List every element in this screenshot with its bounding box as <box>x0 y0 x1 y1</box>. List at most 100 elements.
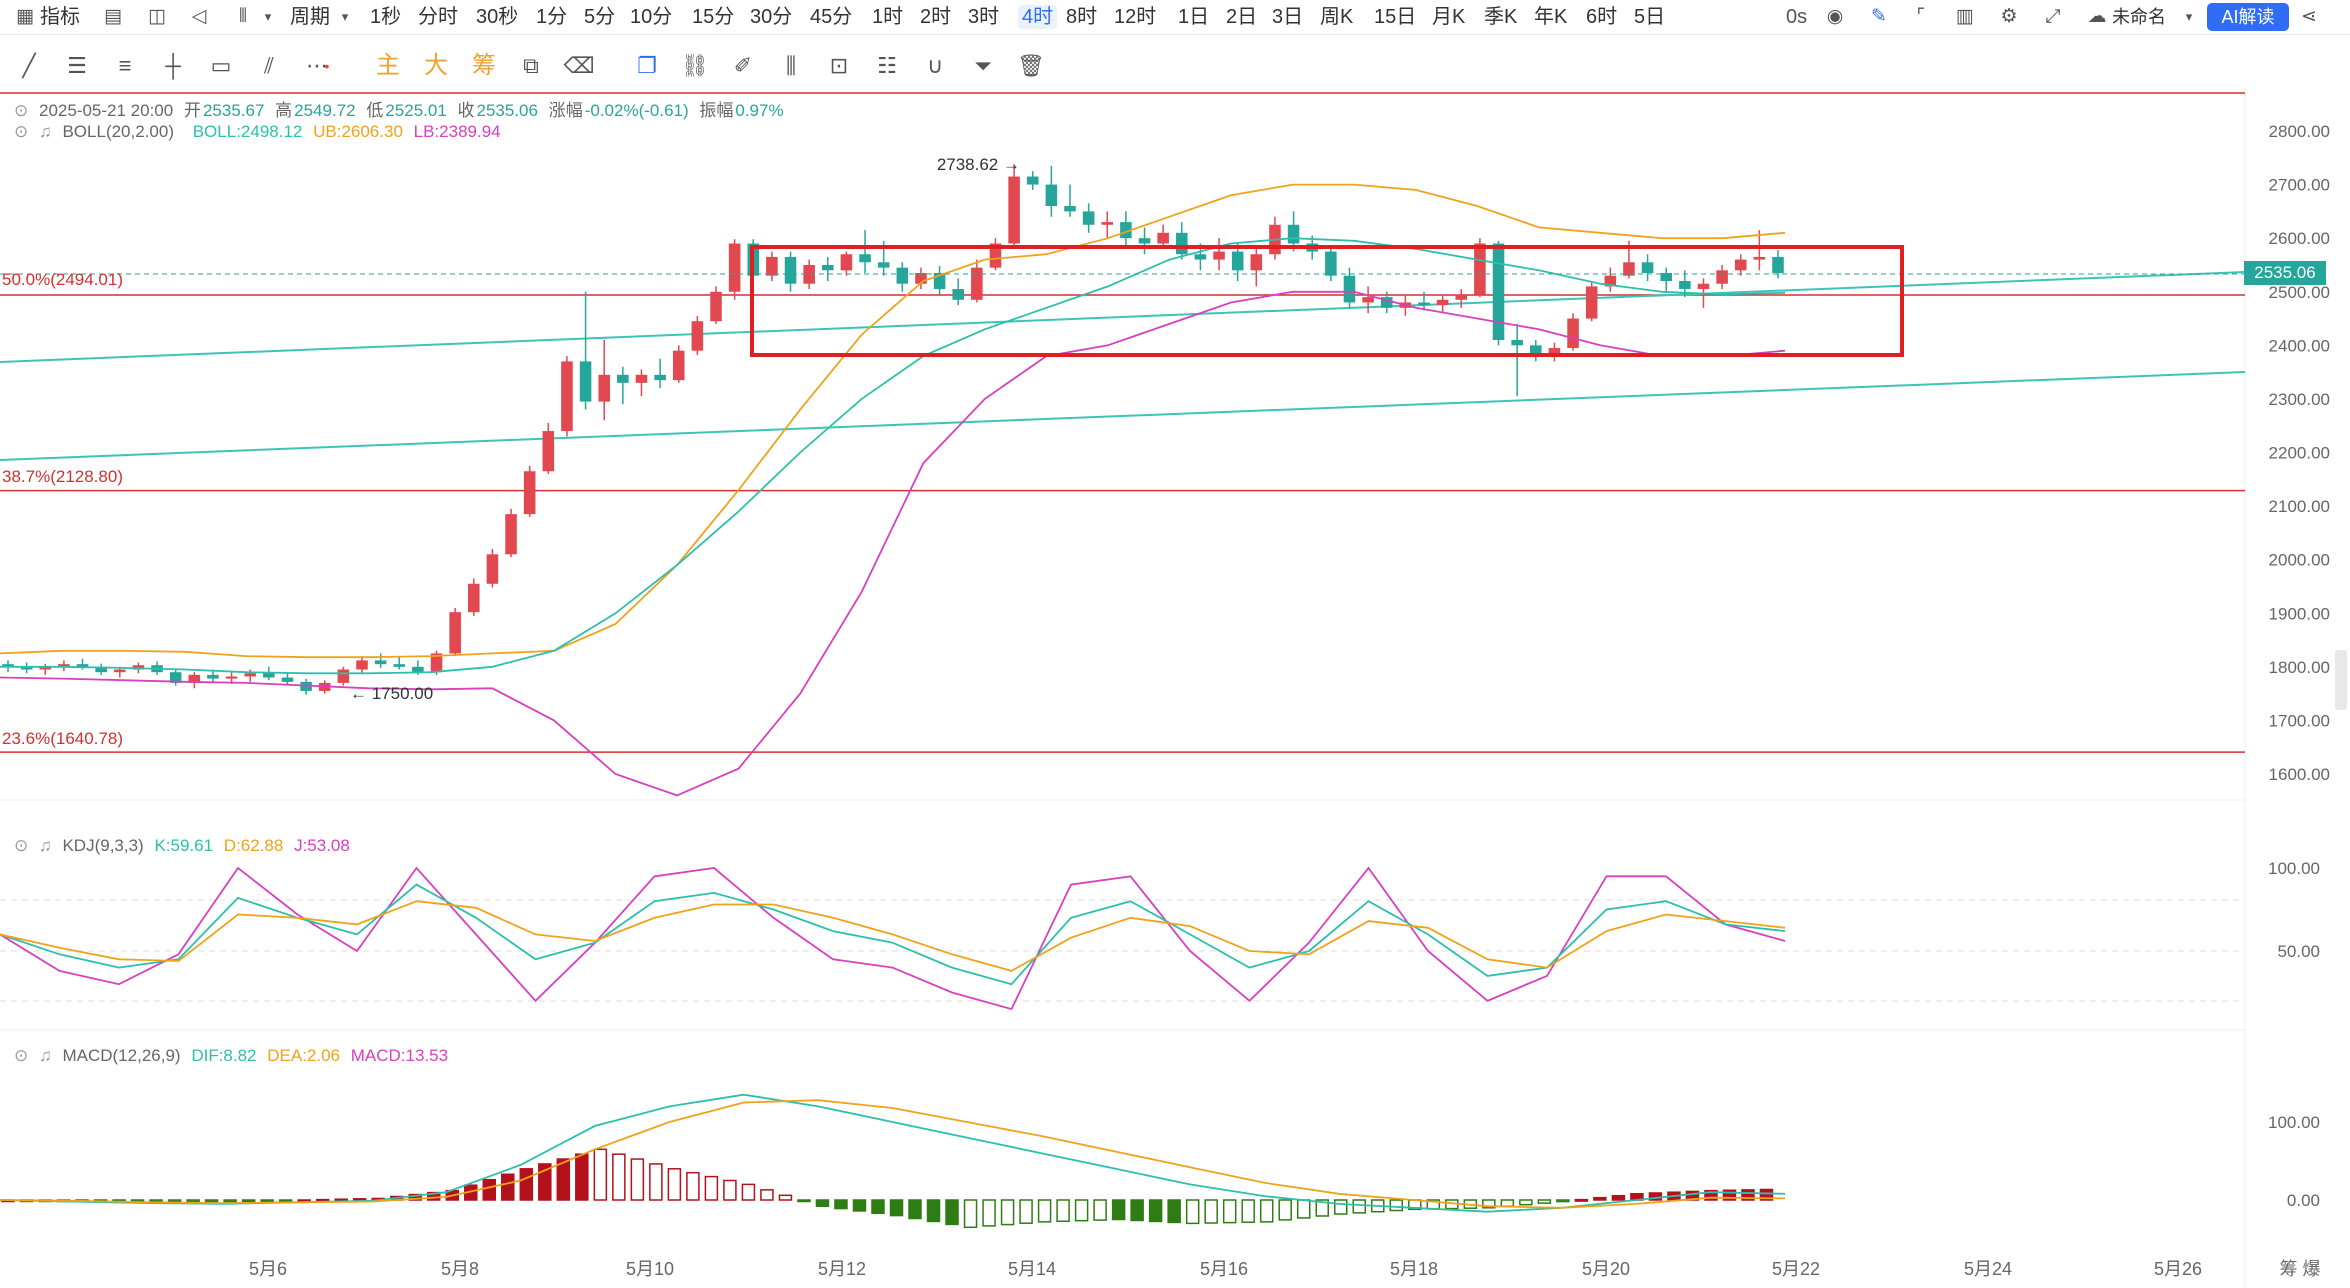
candle-body <box>1176 232 1188 255</box>
fullscreen-icon[interactable]: ⤢ <box>2045 6 2061 27</box>
timeframe-9[interactable]: 1时 <box>872 6 904 28</box>
candle-body <box>1492 243 1505 340</box>
candle-body <box>859 254 871 263</box>
side-panel-handle[interactable] <box>2335 650 2347 710</box>
big-order-button[interactable]: 大 <box>424 52 448 79</box>
timeframe-8[interactable]: 45分 <box>810 6 853 28</box>
layout-name[interactable]: 未命名 <box>2112 7 2166 27</box>
calendar-icon[interactable]: ▤ <box>104 6 122 27</box>
timeframe-24[interactable]: 5日 <box>1634 6 1666 28</box>
trash-icon[interactable]: 🗑 <box>1017 53 1045 78</box>
timeframe-7[interactable]: 30分 <box>750 6 793 28</box>
layout-icon[interactable]: ◫ <box>148 6 166 27</box>
timeframe-20[interactable]: 月K <box>1432 6 1466 28</box>
cloud-icon[interactable]: ☁ <box>2087 6 2107 27</box>
collapse-icon[interactable]: ⊙ <box>14 1046 29 1065</box>
timeframe-12[interactable]: 4时 <box>1018 5 1058 29</box>
chip-distribution-button[interactable]: 筹 <box>472 52 496 79</box>
bell-icon[interactable]: ♫ <box>38 1046 52 1065</box>
macd-bar <box>186 1199 200 1203</box>
chart-canvas[interactable]: 2800.00 2700.00 2600.00 2500.00 2400.00 2300.… <box>0 86 2350 1288</box>
parallel-lines-icon[interactable]: ≡ <box>118 53 132 78</box>
chart-type-icon[interactable]: ⫴ <box>239 6 247 27</box>
timeframe-2[interactable]: 30秒 <box>476 6 519 28</box>
candle-body <box>1679 281 1691 290</box>
lock-icon[interactable]: ⊡ <box>829 53 849 78</box>
filter-icon[interactable]: ⏷ <box>974 53 992 78</box>
kdj-d-line <box>0 900 1786 972</box>
rewind-icon[interactable]: ◁ <box>191 6 207 27</box>
notes-icon[interactable]: ☷ <box>877 53 897 78</box>
collapse-icon[interactable]: ⊙ <box>14 101 29 120</box>
fibonacci-icon[interactable]: ⫽ <box>264 53 274 78</box>
candle-body <box>188 674 201 683</box>
amplitude-label: 振幅 <box>699 101 734 120</box>
timeframe-5[interactable]: 10分 <box>630 6 673 28</box>
bell-icon[interactable]: ♫ <box>38 122 52 141</box>
timeframe-1[interactable]: 分时 <box>418 6 458 28</box>
collapse-icon[interactable]: ⊙ <box>14 122 29 141</box>
crop-icon[interactable]: ⌜ <box>1916 6 1926 27</box>
candle <box>1101 211 1114 239</box>
boll-lower-line <box>0 290 1786 797</box>
timeframe-16[interactable]: 2日 <box>1226 6 1258 28</box>
horizontal-lines-icon[interactable]: ☰ <box>67 53 87 78</box>
copy-icon[interactable]: ❐ <box>637 53 657 78</box>
timeframe-10[interactable]: 2时 <box>920 6 952 28</box>
link-icon[interactable]: ⛓ <box>681 53 709 78</box>
timeframe-17[interactable]: 3日 <box>1272 6 1304 28</box>
timeframe-22[interactable]: 年K <box>1534 6 1568 28</box>
eraser-icon[interactable]: ⌫ <box>563 53 595 78</box>
chevron-down-icon[interactable]: ▾ <box>264 9 272 24</box>
candle-body <box>896 267 909 284</box>
chevron-down-icon[interactable]: ▾ <box>2185 9 2193 24</box>
macd-bar <box>1352 1199 1367 1214</box>
ai-analysis-button[interactable]: AI解读 <box>2207 3 2289 31</box>
timeframe-11[interactable]: 3时 <box>968 6 1000 28</box>
table-icon[interactable]: ▥ <box>1956 6 1974 27</box>
timeframe-23[interactable]: 6时 <box>1586 6 1618 28</box>
measure-icon[interactable]: ⧉ <box>523 53 539 78</box>
timeframe-0[interactable]: 1秒 <box>370 6 402 28</box>
indicator-button[interactable]: 指标 <box>40 6 80 28</box>
main-chip-button[interactable]: 主 <box>376 52 400 79</box>
rectangle-icon[interactable]: ▭ <box>210 53 232 78</box>
magnet-icon[interactable]: ∪ <box>926 53 944 78</box>
timeframe-3[interactable]: 1分 <box>536 6 568 28</box>
timeframe-21[interactable]: 季K <box>1484 6 1518 28</box>
macd-bar <box>1074 1199 1089 1222</box>
candle <box>1380 291 1393 314</box>
camera-icon[interactable]: ◉ <box>1826 6 1844 27</box>
candle-body <box>766 256 778 276</box>
macd-bar <box>1389 1199 1404 1212</box>
candles-icon[interactable]: ⫼ <box>785 53 797 78</box>
candle-body <box>1753 256 1766 260</box>
macd-bar <box>963 1199 978 1229</box>
share-icon[interactable]: ⋖ <box>2301 6 2317 27</box>
timeframe-4[interactable]: 5分 <box>584 6 616 28</box>
period-button[interactable]: 周期 <box>290 6 330 28</box>
timeframe-18[interactable]: 周K <box>1320 6 1354 28</box>
pen-icon[interactable]: ✎ <box>1871 6 1887 27</box>
gear-icon[interactable]: ⚙ <box>2000 6 2018 27</box>
chevron-down-icon[interactable]: ▾ <box>341 9 349 24</box>
macd-bar <box>1574 1198 1589 1202</box>
brush-icon[interactable]: ✐ <box>733 53 753 78</box>
low-marker: ← 1750.00 <box>350 684 433 703</box>
bell-icon[interactable]: ♫ <box>38 836 52 855</box>
macd-bar <box>926 1199 941 1223</box>
candle <box>1231 243 1244 282</box>
collapse-icon[interactable]: ⊙ <box>14 836 29 855</box>
trend-line-icon[interactable]: ╱ <box>22 53 36 78</box>
candle-body <box>598 374 610 402</box>
horizontal-ray-icon[interactable]: ┼ <box>165 53 181 78</box>
macd-bar <box>649 1163 663 1201</box>
timeframe-15[interactable]: 1日 <box>1178 6 1210 28</box>
timeframe-19[interactable]: 15日 <box>1374 6 1417 28</box>
indicator-icon[interactable]: ▦ <box>16 6 34 27</box>
timeframe-14[interactable]: 12时 <box>1114 6 1157 28</box>
more-tools-icon[interactable]: ⋯ <box>306 53 328 78</box>
timeframe-6[interactable]: 15分 <box>692 6 735 28</box>
candle-body <box>579 361 592 402</box>
timeframe-13[interactable]: 8时 <box>1066 6 1098 28</box>
